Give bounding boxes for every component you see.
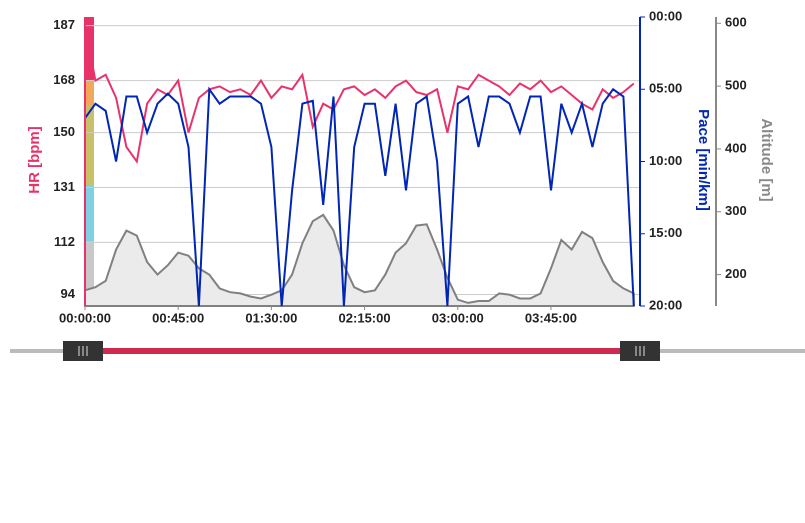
- zone-band: [85, 185, 94, 241]
- zone-band: [85, 80, 94, 105]
- pace-tick-label: 00:00: [649, 8, 682, 23]
- zone-band: [85, 241, 94, 301]
- altitude-tick-label: 500: [725, 78, 747, 93]
- handle-grip: [78, 346, 88, 356]
- slider-handle-left[interactable]: [63, 341, 103, 361]
- line: [84, 25, 635, 165]
- altitude-tick-label: 600: [725, 15, 747, 30]
- line: [84, 86, 635, 307]
- x-tick-label: 03:00:00: [432, 310, 484, 325]
- hr-tick-label: 187: [53, 17, 75, 32]
- zone-band: [85, 105, 94, 185]
- hr-tick-label: 94: [61, 286, 76, 301]
- x-tick-label: 02:15:00: [339, 310, 391, 325]
- x-tick-label: 01:30:00: [245, 310, 297, 325]
- altitude-tick-label: 400: [725, 140, 747, 155]
- area: [84, 213, 635, 307]
- hr-tick-label: 150: [53, 124, 75, 139]
- pace-tick-label: 15:00: [649, 225, 682, 240]
- range-slider: [10, 341, 805, 361]
- hr-tick-label: 112: [54, 234, 75, 249]
- x-tick-label: 00:45:00: [152, 310, 204, 325]
- pace-tick-label: 05:00: [649, 81, 682, 96]
- pace-tick-label: 20:00: [649, 297, 682, 312]
- slider-handle-right[interactable]: [620, 341, 660, 361]
- x-tick-label: 00:00:00: [59, 310, 111, 325]
- handle-grip: [635, 346, 645, 356]
- altitude-tick-label: 300: [725, 203, 747, 218]
- hr-tick-label: 131: [53, 179, 75, 194]
- altitude-axis-label: Altitude [m]: [758, 118, 775, 201]
- pace-tick-label: 10:00: [649, 153, 682, 168]
- pace-axis-label: Pace [min/km]: [695, 109, 712, 211]
- hr-axis-label: HR [bpm]: [26, 126, 43, 194]
- altitude-tick-label: 200: [725, 266, 747, 281]
- x-tick-label: 03:45:00: [525, 310, 577, 325]
- hr-tick-label: 168: [53, 72, 75, 87]
- slider-range: [85, 348, 640, 354]
